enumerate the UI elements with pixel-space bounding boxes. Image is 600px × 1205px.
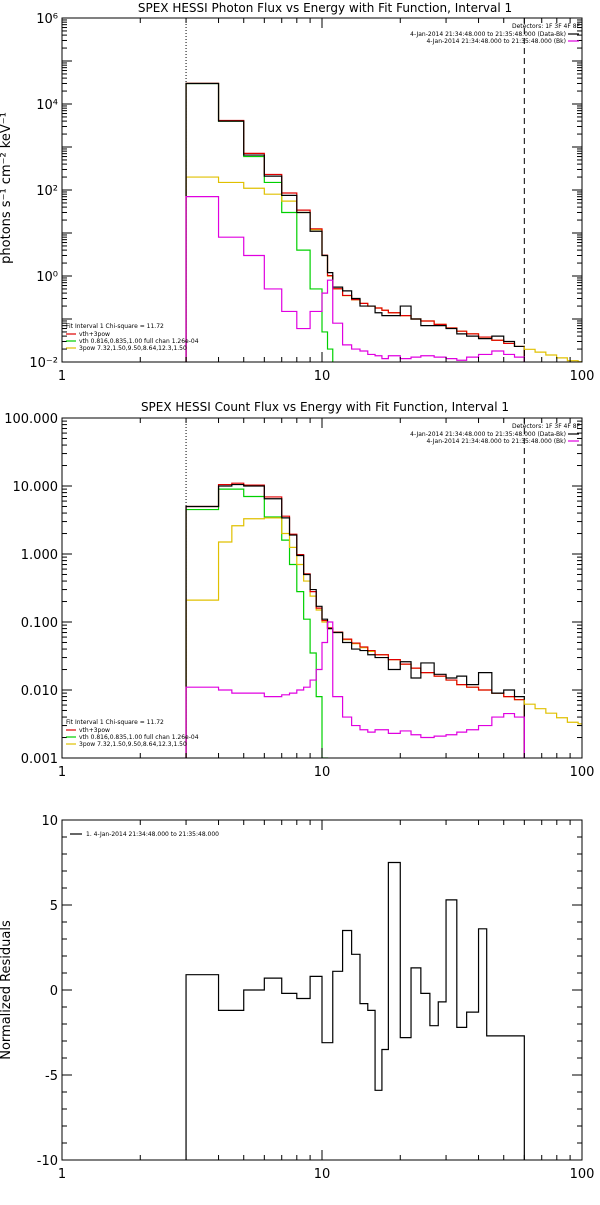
- x-tick-label: 10: [314, 1167, 331, 1182]
- y-tick-label: 0.001: [21, 752, 58, 767]
- y-tick-label: 1.000: [21, 548, 58, 563]
- legend-entry-label: 4-Jan-2014 21:34:48.000 to 21:35:48.000 …: [410, 431, 566, 438]
- y-tick-label: 10²: [36, 184, 58, 199]
- legend-fit-header: Fit Interval 1 Chi-square = 11.72: [66, 719, 164, 726]
- series-background: [185, 621, 525, 758]
- y-tick-label: 10⁻²: [29, 356, 58, 371]
- x-tick-label: 1: [58, 1167, 66, 1182]
- legend-fit-header: Fit Interval 1 Chi-square = 11.72: [66, 323, 164, 330]
- y-tick-label: 10⁶: [36, 12, 58, 27]
- y-axis-label: Normalized Residuals: [0, 920, 14, 1060]
- y-tick-label: -5: [45, 1069, 58, 1084]
- x-tick-label: 1: [58, 765, 66, 780]
- y-tick-label: 100.000: [4, 412, 58, 427]
- legend-entry-label: 3pow 7.32,1.50,9.50,8.64,12.3,1.50: [79, 345, 187, 352]
- series-thermal: [185, 488, 525, 758]
- y-tick-label: 10.000: [13, 480, 59, 495]
- series-data: [185, 483, 525, 758]
- legend-entry-label: vth 0.816,0.835,1.00 full chan 1.26e-04: [79, 338, 199, 345]
- residuals-panel: Normalized Residuals 1 10 100 -10 -5 0 5 10 1. 4…: [0, 814, 594, 1182]
- y-tick-label: 0.010: [21, 684, 58, 699]
- plot-area: 1 10 100 -10 -5 0 5 10 1. 4-Jan-2014 21:34:48.00…: [37, 814, 595, 1182]
- y-tick-label: 10: [41, 814, 58, 829]
- chart-title: SPEX HESSI Count Flux vs Energy with Fit…: [141, 400, 509, 414]
- plot-area: 1 10 100 0.001 0.010 0.100 1.000 10.000 100.000 D…: [4, 412, 595, 780]
- x-tick-label: 10: [314, 369, 331, 384]
- legend-detectors: Detectors: 1F 3F 4F 8F: [512, 23, 581, 30]
- x-tick-label: 100: [570, 369, 595, 384]
- x-tick-label: 100: [570, 765, 595, 780]
- series-background: [185, 196, 525, 362]
- y-tick-label: 10⁴: [36, 98, 58, 113]
- series-model: [185, 82, 525, 362]
- photon-flux-panel: SPEX HESSI Photon Flux vs Energy with Fi…: [0, 1, 595, 384]
- legend-detectors: Detectors: 1F 3F 4F 8F: [512, 423, 581, 430]
- legend-entry-label: 3pow 7.32,1.50,9.50,8.64,12.3,1.50: [79, 741, 187, 748]
- legend-entry-label: vth+3pow: [79, 331, 110, 338]
- y-tick-label: 5: [50, 899, 58, 914]
- series-thermal: [185, 82, 525, 362]
- legend-entry-label: 1. 4-Jan-2014 21:34:48.000 to 21:35:48.0…: [86, 831, 219, 838]
- x-tick-label: 10: [314, 765, 331, 780]
- x-tick-label: 1: [58, 369, 66, 384]
- series-powerlaw-extension: [523, 699, 582, 725]
- series-data: [185, 82, 525, 362]
- legend-entry-label: 4-Jan-2014 21:34:48.000 to 21:35:48.000 …: [426, 438, 566, 445]
- y-tick-label: 10⁰: [36, 270, 58, 285]
- x-tick-label: 100: [570, 1167, 595, 1182]
- chart-title: SPEX HESSI Photon Flux vs Energy with Fi…: [138, 1, 512, 15]
- y-tick-label: 0.100: [21, 616, 58, 631]
- series-model: [185, 482, 525, 758]
- series-powerlaw: [185, 517, 525, 758]
- y-axis-label: photons s⁻¹ cm⁻² keV⁻¹: [0, 112, 14, 264]
- count-flux-panel: SPEX HESSI Count Flux vs Energy with Fit…: [4, 400, 595, 780]
- series-powerlaw-extension: [523, 346, 582, 362]
- legend-entry-label: vth+3pow: [79, 727, 110, 734]
- legend-entry-label: vth 0.816,0.835,1.00 full chan 1.26e-04: [79, 734, 199, 741]
- y-tick-label: -10: [37, 1154, 58, 1169]
- legend-entry-label: 4-Jan-2014 21:34:48.000 to 21:35:48.000 …: [426, 38, 566, 45]
- plot-area: 1 10 100 10⁻² 10⁰ 10² 10⁴ 10⁶ Detectors: 1F 3F 4…: [29, 12, 595, 384]
- y-tick-label: 0: [50, 984, 58, 999]
- series-data: [185, 861, 525, 1160]
- legend-entry-label: 4-Jan-2014 21:34:48.000 to 21:35:48.000 …: [410, 31, 566, 38]
